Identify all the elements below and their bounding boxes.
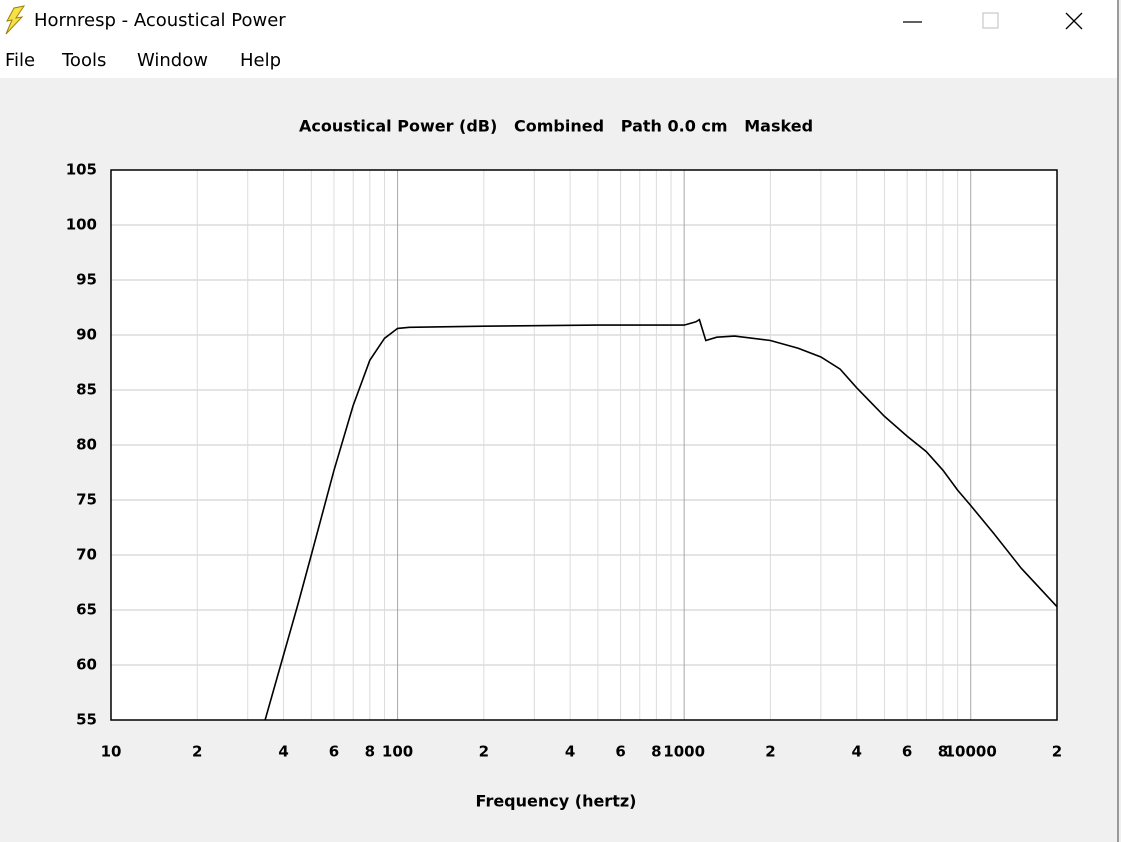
menu-item[interactable]: File xyxy=(5,50,35,71)
app-icon xyxy=(5,5,26,35)
x-tick-label: 2 xyxy=(765,743,775,761)
x-tick-label: 2 xyxy=(1052,743,1062,761)
x-tick-label: 2 xyxy=(479,743,489,761)
close-button[interactable] xyxy=(1065,12,1083,30)
x-tick-label: 10 xyxy=(101,743,122,761)
x-tick-label: 8 xyxy=(938,743,948,761)
y-tick-label: 55 xyxy=(76,711,97,729)
y-tick-label: 85 xyxy=(76,381,97,399)
x-tick-label: 8 xyxy=(365,743,375,761)
y-tick-label: 75 xyxy=(76,491,97,509)
grid xyxy=(110,169,1058,721)
y-tick-label: 90 xyxy=(76,326,97,344)
x-tick-label: 6 xyxy=(329,743,339,761)
x-tick-label: 4 xyxy=(278,743,288,761)
data-line xyxy=(264,318,1057,720)
x-axis-label: Frequency (hertz) xyxy=(476,792,637,811)
x-tick-label: 10000 xyxy=(945,743,997,761)
y-tick-label: 95 xyxy=(76,271,97,289)
x-tick-label: 4 xyxy=(851,743,861,761)
chart-title: Acoustical Power (dB) Combined Path 0.0 … xyxy=(299,117,813,136)
y-tick-label: 80 xyxy=(76,436,97,454)
plot-border xyxy=(110,169,1058,721)
y-tick-label: 105 xyxy=(66,161,97,179)
window-title: Hornresp - Acoustical Power xyxy=(34,10,286,31)
menu-item[interactable]: Tools xyxy=(61,50,106,71)
y-tick-label: 70 xyxy=(76,546,97,564)
title-and-menu-bar xyxy=(0,0,1117,78)
menu-item[interactable]: Help xyxy=(240,50,281,71)
x-tick-label: 6 xyxy=(902,743,912,761)
x-tick-label: 2 xyxy=(192,743,202,761)
x-tick-label: 100 xyxy=(382,743,413,761)
x-tick-label: 8 xyxy=(651,743,661,761)
x-tick-label: 1000 xyxy=(663,743,705,761)
menu-item[interactable]: Window xyxy=(137,50,208,71)
y-tick-label: 65 xyxy=(76,601,97,619)
x-tick-label: 4 xyxy=(565,743,575,761)
y-tick-label: 60 xyxy=(76,656,97,674)
y-tick-label: 100 xyxy=(66,216,97,234)
maximize-button[interactable] xyxy=(982,12,999,29)
x-tick-label: 6 xyxy=(615,743,625,761)
